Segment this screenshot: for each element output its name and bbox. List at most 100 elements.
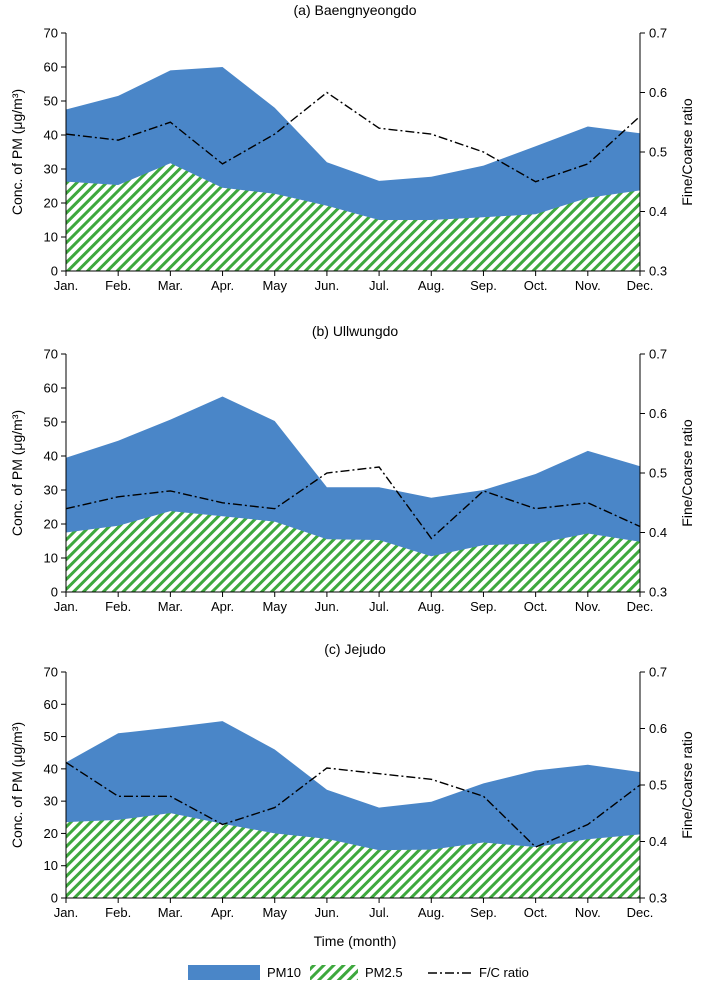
y2-tick-label: 0.4: [649, 204, 667, 219]
x-tick-label: Dec.: [627, 278, 654, 293]
x-tick-label: Nov.: [575, 905, 601, 920]
x-tick-label: Jan.: [54, 278, 79, 293]
x-tick-label: Jun.: [315, 599, 340, 614]
y-tick-label: 50: [44, 729, 58, 744]
x-tick-label: Jun.: [315, 905, 340, 920]
x-tick-label: Jul.: [369, 599, 389, 614]
y-tick-label: 30: [44, 794, 58, 809]
y2-tick-label: 0.6: [649, 721, 667, 736]
y2-tick-label: 0.3: [649, 264, 667, 279]
x-tick-label: Jan.: [54, 599, 79, 614]
fc-ratio-line: [65, 466, 641, 540]
x-tick-label: Apr.: [211, 599, 234, 614]
x-tick-label: Oct.: [524, 599, 548, 614]
x-tick-label: Oct.: [524, 905, 548, 920]
y2-tick-label: 0.3: [649, 891, 667, 906]
y-tick-label: 70: [44, 26, 58, 41]
y-tick-label: 50: [44, 94, 58, 109]
fc-ratio-line: [65, 761, 641, 848]
x-tick-label: Oct.: [524, 278, 548, 293]
y-tick-label: 60: [44, 60, 58, 75]
y2-axis-title: Fine/Coarse ratio: [679, 731, 695, 839]
x-tick-label: Sep.: [470, 905, 497, 920]
x-tick-label: Feb.: [105, 905, 131, 920]
y-tick-label: 40: [44, 761, 58, 776]
y-axis-title: Conc. of PM (μg/m³): [9, 89, 25, 215]
chart-title: (b) Ullwungdo: [312, 323, 399, 339]
y2-tick-label: 0.5: [649, 145, 667, 160]
y2-tick-label: 0.6: [649, 85, 667, 100]
y-axis-title: Conc. of PM (μg/m³): [9, 722, 25, 848]
y-tick-label: 0: [51, 891, 58, 906]
y-tick-label: 20: [44, 196, 58, 211]
y-tick-label: 0: [51, 264, 58, 279]
legend-label-pm10: PM10: [267, 965, 301, 980]
y-tick-label: 60: [44, 381, 58, 396]
x-tick-label: Dec.: [627, 905, 654, 920]
legend-swatch-pm10: [188, 965, 260, 980]
x-tick-label: May: [262, 599, 287, 614]
y2-tick-label: 0.3: [649, 585, 667, 600]
x-tick-label: May: [262, 905, 287, 920]
pm25-area: [66, 511, 640, 592]
legend-item-fc-ratio: F/C ratio: [428, 965, 529, 980]
y2-tick-label: 0.7: [649, 347, 667, 362]
y-tick-label: 30: [44, 162, 58, 177]
x-tick-label: Aug.: [418, 599, 445, 614]
x-tick-label: Aug.: [418, 905, 445, 920]
fc-ratio-line: [65, 91, 641, 183]
x-tick-label: Feb.: [105, 278, 131, 293]
y-tick-label: 10: [44, 230, 58, 245]
y-tick-label: 0: [51, 585, 58, 600]
x-tick-label: Feb.: [105, 599, 131, 614]
x-tick-label: Jul.: [369, 278, 389, 293]
legend-label-fc-ratio: F/C ratio: [479, 965, 529, 980]
x-tick-label: Mar.: [158, 599, 183, 614]
x-tick-label: Dec.: [627, 599, 654, 614]
pm25-area: [66, 163, 640, 271]
y-tick-label: 40: [44, 449, 58, 464]
x-tick-label: Jul.: [369, 905, 389, 920]
y2-tick-label: 0.7: [649, 665, 667, 680]
chart-panel-3: 0 10 20 30 40 50 60 70 0.3 0.4 0.5 0.6 0.7 Jan. Feb. Ma…: [9, 641, 695, 920]
legend: PM10 PM2.5 F/C ratio: [188, 965, 529, 980]
y-tick-label: 40: [44, 128, 58, 143]
x-tick-label: Mar.: [158, 278, 183, 293]
y2-tick-label: 0.4: [649, 525, 667, 540]
y2-tick-label: 0.4: [649, 834, 667, 849]
chart-panel-1: 0 10 20 30 40 50 60 70 0.3 0.4 0.5 0.6 0.7 Jan. Feb. Ma…: [9, 2, 695, 293]
y2-tick-label: 0.5: [649, 466, 667, 481]
y-tick-label: 70: [44, 347, 58, 362]
x-tick-label: Nov.: [575, 278, 601, 293]
chart-panel-2: 0 10 20 30 40 50 60 70 0.3 0.4 0.5 0.6 0.7 Jan. Feb. Ma…: [9, 323, 695, 614]
pm25-area: [66, 813, 640, 898]
legend-item-pm25: PM2.5: [310, 965, 403, 980]
legend-item-pm10: PM10: [188, 965, 301, 980]
x-tick-label: Mar.: [158, 905, 183, 920]
chart-title: (c) Jejudo: [324, 641, 386, 657]
y-tick-label: 10: [44, 858, 58, 873]
x-tick-label: Jan.: [54, 905, 79, 920]
x-tick-label: May: [262, 278, 287, 293]
x-tick-label: Jun.: [315, 278, 340, 293]
y-tick-label: 10: [44, 551, 58, 566]
y-tick-label: 70: [44, 665, 58, 680]
x-tick-label: Apr.: [211, 278, 234, 293]
y2-tick-label: 0.6: [649, 406, 667, 421]
x-axis-title: Time (month): [314, 933, 397, 949]
x-tick-label: Nov.: [575, 599, 601, 614]
x-tick-label: Aug.: [418, 278, 445, 293]
x-tick-label: Sep.: [470, 599, 497, 614]
x-tick-label: Apr.: [211, 905, 234, 920]
x-tick-label: Sep.: [470, 278, 497, 293]
y2-tick-label: 0.7: [649, 26, 667, 41]
y-tick-label: 60: [44, 697, 58, 712]
legend-label-pm25: PM2.5: [365, 965, 403, 980]
y-tick-label: 30: [44, 483, 58, 498]
y2-tick-label: 0.5: [649, 778, 667, 793]
legend-swatch-pm25: [310, 965, 358, 980]
y2-axis-title: Fine/Coarse ratio: [679, 98, 695, 206]
y2-axis-title: Fine/Coarse ratio: [679, 419, 695, 527]
y-tick-label: 20: [44, 517, 58, 532]
